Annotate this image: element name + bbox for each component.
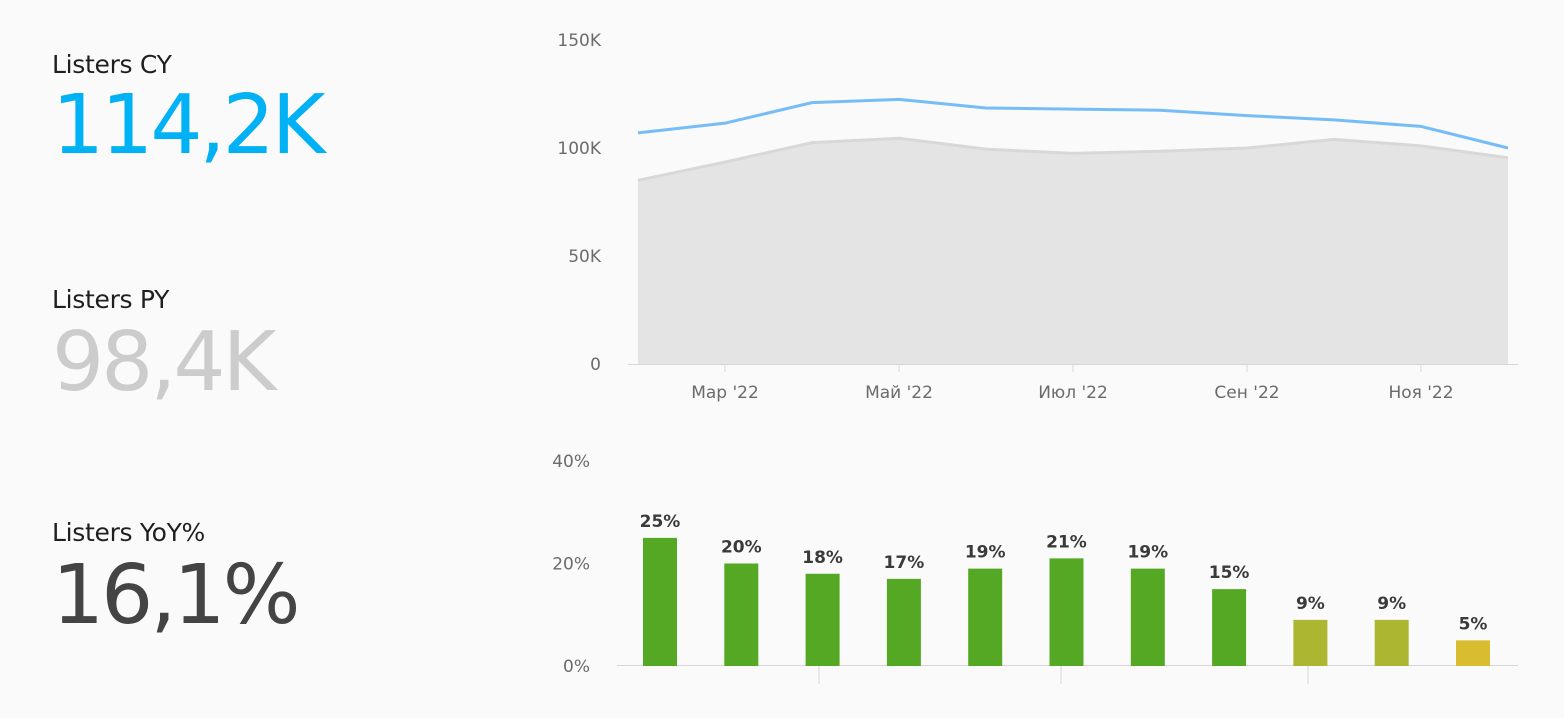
bar	[1049, 558, 1084, 666]
bar	[1293, 619, 1328, 666]
y-tick-label: 0	[590, 355, 601, 375]
kpi-listers-cy: Listers CY 114,2K	[52, 50, 326, 173]
bar	[1374, 619, 1409, 666]
y-tick-label: 0%	[563, 657, 590, 677]
bar	[886, 578, 921, 666]
bar-value-label: 19%	[965, 543, 1006, 563]
kpi-label: Listers PY	[52, 285, 170, 314]
bar	[1456, 640, 1490, 666]
bar	[724, 563, 759, 666]
line-series	[637, 97, 1509, 150]
x-tick-label: Мар '22	[691, 383, 759, 403]
bar-value-label: 25%	[640, 512, 681, 532]
y-tick-label: 40%	[552, 452, 590, 472]
kpi-listers-yoy: Listers YoY% 16,1%	[52, 518, 300, 643]
kpi-value: 16,1%	[52, 548, 300, 643]
y-tick-label: 100K	[557, 139, 601, 159]
area-series-fill	[638, 138, 1508, 364]
bar-value-label: 5%	[1459, 614, 1488, 634]
kpi-value: 114,2K	[52, 78, 326, 173]
y-tick-label: 150K	[557, 31, 601, 51]
bar	[1130, 568, 1165, 666]
bar-value-label: 9%	[1377, 594, 1406, 614]
x-tick-label: Июл '22	[1038, 383, 1108, 403]
bar-value-label: 9%	[1296, 594, 1325, 614]
kpi-label: Listers YoY%	[52, 518, 206, 547]
bar-value-label: 20%	[721, 538, 762, 558]
y-tick-label: 50K	[568, 247, 602, 267]
bar-value-label: 15%	[1209, 563, 1250, 583]
bar	[805, 573, 840, 666]
bar-value-label: 17%	[884, 553, 925, 573]
kpi-value: 98,4K	[52, 315, 276, 410]
bar	[643, 537, 677, 666]
area-series-outline	[637, 136, 1509, 182]
bar-marks-group: 25% 20% 18% 17% 19% 21% 19% 15% 9% 9% 5%	[640, 512, 1490, 666]
x-tick-label: Май '22	[865, 383, 933, 403]
y-tick-label: 20%	[552, 555, 590, 575]
bar-axes-group: 40% 20% 0%	[552, 452, 1518, 684]
kpi-label: Listers CY	[52, 50, 172, 79]
bar	[1212, 589, 1247, 666]
x-tick-label: Ноя '22	[1388, 383, 1453, 403]
area-axes-group: 150K 100K 50K 0 Мар '22 Май '22 Июл '22 Сен '22…	[557, 31, 1518, 403]
bar	[968, 568, 1003, 666]
x-tick-label: Сен '22	[1214, 383, 1279, 403]
kpi-listers-py: Listers PY 98,4K	[52, 285, 276, 410]
bar-value-label: 19%	[1127, 543, 1168, 563]
bar-value-label: 21%	[1046, 532, 1087, 552]
bar-value-label: 18%	[802, 548, 843, 568]
area-series-group	[637, 97, 1509, 364]
